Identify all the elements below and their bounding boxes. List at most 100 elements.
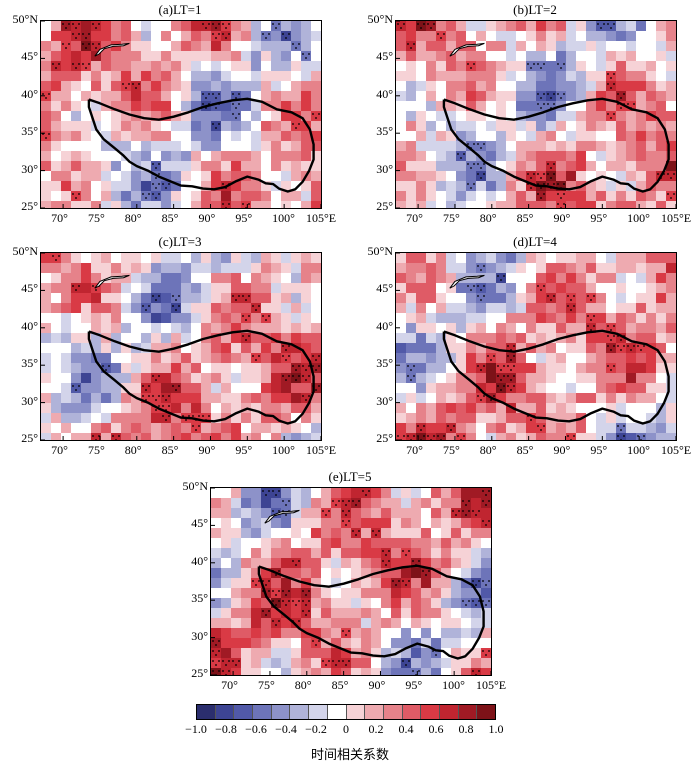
- field-cell: [526, 393, 537, 404]
- field-cell: [301, 323, 312, 334]
- field-cell: [411, 538, 422, 549]
- significance-dot: [302, 590, 304, 592]
- field-cell: [466, 81, 477, 92]
- field-cell: [361, 568, 372, 579]
- significance-dot: [268, 490, 270, 492]
- significance-dot: [305, 57, 307, 59]
- field-cell: [436, 343, 447, 354]
- field-cell: [406, 283, 417, 294]
- field-cell: [516, 293, 527, 304]
- field-cell: [301, 508, 312, 519]
- field-cell: [121, 151, 132, 162]
- significance-dot: [48, 93, 50, 95]
- field-cell: [496, 51, 507, 62]
- field-cell: [446, 383, 457, 394]
- field-cell: [181, 31, 192, 42]
- field-cell: [121, 21, 132, 32]
- field-cell: [496, 71, 507, 82]
- field-cell: [496, 81, 507, 92]
- field-cell: [241, 161, 252, 172]
- field-cell: [331, 628, 342, 639]
- significance-dot: [563, 63, 565, 65]
- field-cell: [151, 61, 162, 72]
- significance-dot: [72, 285, 74, 287]
- significance-dot: [593, 315, 595, 317]
- significance-dot: [315, 369, 317, 371]
- field-cell: [471, 518, 482, 529]
- field-cell: [171, 161, 182, 172]
- field-cell: [121, 101, 132, 112]
- field-cell: [586, 61, 597, 72]
- field-cell: [576, 423, 587, 434]
- field-cell: [211, 131, 222, 142]
- field-cell: [616, 171, 627, 182]
- significance-dot: [202, 103, 204, 105]
- field-cell: [446, 373, 457, 384]
- field-cell: [41, 151, 52, 162]
- field-cell: [181, 303, 192, 314]
- field-cell: [426, 101, 437, 112]
- field-cell: [201, 171, 212, 182]
- field-cell: [616, 413, 627, 424]
- significance-dot: [613, 325, 615, 327]
- field-cell: [71, 403, 82, 414]
- field-cell: [121, 111, 132, 122]
- field-cell: [101, 323, 112, 334]
- field-cell: [211, 618, 222, 629]
- field-cell: [201, 393, 212, 404]
- field-cell: [666, 31, 676, 42]
- field-cell: [566, 253, 577, 264]
- field-cell: [121, 363, 132, 374]
- field-cell: [131, 383, 142, 394]
- field-cell: [486, 403, 497, 414]
- field-cell: [461, 558, 472, 569]
- field-cell: [636, 333, 647, 344]
- significance-dot: [385, 554, 387, 556]
- field-cell: [281, 578, 292, 589]
- field-cell: [416, 393, 427, 404]
- field-cell: [526, 81, 537, 92]
- field-cell: [456, 283, 467, 294]
- field-cell: [496, 353, 507, 364]
- field-cell: [461, 638, 472, 649]
- field-cell: [516, 131, 527, 142]
- field-cell: [536, 91, 547, 102]
- significance-dot: [242, 203, 244, 205]
- map-panel: (b)LT=2 50°N 45° 40° 35° 30° 25° 70° 75° 80° 85° 90…: [355, 0, 700, 232]
- field-cell: [251, 101, 262, 112]
- field-cell: [281, 81, 292, 92]
- field-cell: [461, 628, 472, 639]
- field-cell: [111, 81, 122, 92]
- significance-dot: [470, 167, 472, 169]
- field-cell: [606, 363, 617, 374]
- field-cell: [456, 253, 467, 264]
- significance-dot: [472, 580, 474, 582]
- field-cell: [261, 498, 272, 509]
- field-cell: [396, 283, 407, 294]
- field-cell: [51, 333, 62, 344]
- field-cell: [211, 423, 222, 434]
- field-cell: [241, 568, 252, 579]
- significance-dot: [352, 500, 354, 502]
- significance-dot: [537, 285, 539, 287]
- significance-dot: [590, 299, 592, 301]
- field-cell: [516, 383, 527, 394]
- field-cell: [586, 171, 597, 182]
- field-cell: [556, 323, 567, 334]
- significance-dot: [437, 435, 439, 437]
- field-cell: [416, 131, 427, 142]
- field-cell: [566, 383, 577, 394]
- field-cell: [171, 333, 182, 344]
- field-cell: [111, 373, 122, 384]
- field-cell: [181, 253, 192, 264]
- field-cell: [436, 273, 447, 284]
- field-cell: [151, 111, 162, 122]
- field-cell: [311, 648, 322, 659]
- field-cell: [261, 353, 272, 364]
- field-cell: [656, 253, 667, 264]
- field-cell: [666, 263, 676, 274]
- field-cell: [341, 558, 352, 569]
- colorbar-cell: [290, 705, 310, 719]
- field-cell: [646, 263, 657, 274]
- significance-dot: [405, 664, 407, 666]
